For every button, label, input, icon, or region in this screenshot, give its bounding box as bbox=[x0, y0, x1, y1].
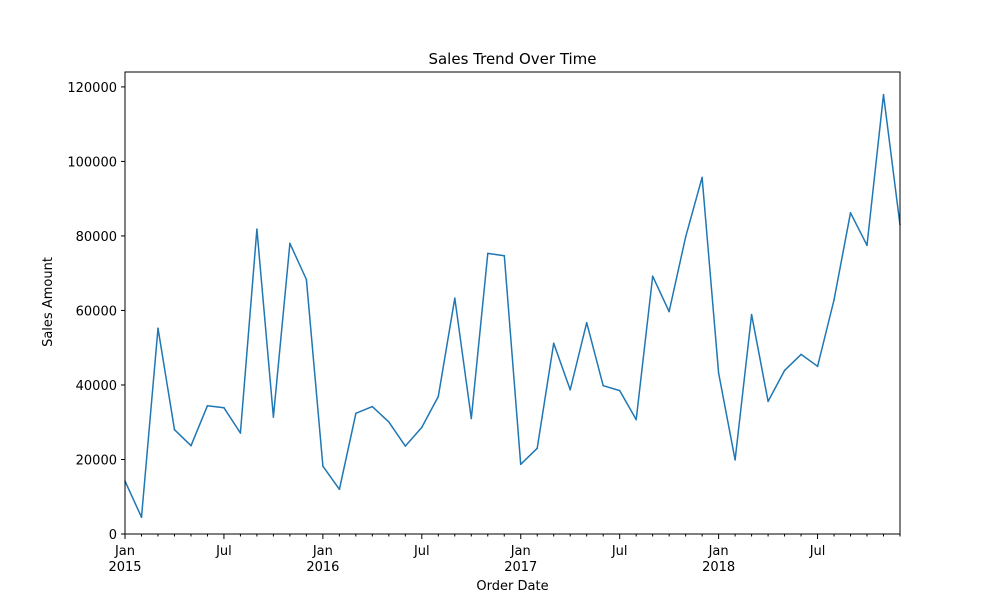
data-point bbox=[849, 212, 852, 214]
data-point bbox=[866, 244, 868, 247]
data-point bbox=[552, 342, 555, 345]
data-point bbox=[684, 236, 687, 238]
data-point bbox=[602, 384, 604, 387]
data-point bbox=[668, 310, 670, 313]
series-line bbox=[124, 93, 901, 518]
x-tick-label: Jul bbox=[809, 544, 826, 559]
x-tick-year-label: 2018 bbox=[702, 560, 735, 575]
data-point bbox=[272, 416, 275, 418]
data-point bbox=[338, 488, 341, 491]
data-point bbox=[421, 426, 423, 429]
x-tick-label: Jan bbox=[510, 544, 531, 559]
data-point bbox=[305, 278, 308, 281]
data-point bbox=[388, 421, 390, 423]
data-point bbox=[157, 327, 159, 330]
y-axis: 0 20000 40000 60000 80000 100000 120000 bbox=[67, 81, 125, 543]
data-point bbox=[783, 369, 786, 372]
data-point bbox=[173, 428, 176, 431]
y-tick-label: 100000 bbox=[67, 155, 117, 170]
data-point bbox=[585, 321, 588, 324]
x-tick-label: Jul bbox=[413, 544, 430, 559]
data-point bbox=[882, 93, 885, 96]
x-tick-label: Jul bbox=[215, 544, 232, 559]
x-axis-label: Order Date bbox=[476, 579, 548, 594]
data-point bbox=[536, 447, 539, 450]
x-tick-label: Jul bbox=[611, 544, 628, 559]
x-tick-label: Jan bbox=[708, 544, 729, 559]
plot-frame bbox=[124, 71, 901, 535]
x-tick-label: Jan bbox=[312, 544, 333, 559]
x-tick-year-label: 2015 bbox=[108, 560, 141, 575]
data-point bbox=[486, 252, 489, 255]
data-point bbox=[717, 372, 720, 374]
data-point bbox=[404, 445, 407, 447]
data-point bbox=[371, 405, 374, 408]
data-point bbox=[833, 299, 835, 301]
x-tick-year-label: 2017 bbox=[504, 560, 537, 575]
data-point bbox=[322, 465, 324, 467]
y-tick-label: 0 bbox=[109, 528, 117, 543]
data-point bbox=[355, 412, 357, 415]
chart-title: Sales Trend Over Time bbox=[428, 50, 596, 68]
data-point bbox=[140, 516, 143, 519]
data-point bbox=[289, 242, 291, 245]
data-point bbox=[618, 389, 621, 392]
data-point bbox=[453, 297, 456, 299]
data-point bbox=[519, 463, 522, 466]
y-tick-label: 80000 bbox=[76, 230, 117, 245]
data-point bbox=[190, 444, 192, 447]
series-layer bbox=[124, 93, 901, 519]
data-point bbox=[701, 176, 703, 179]
data-point bbox=[223, 406, 225, 409]
data-point bbox=[800, 353, 802, 356]
y-tick-label: 60000 bbox=[76, 304, 117, 319]
data-point bbox=[734, 459, 736, 461]
data-point bbox=[816, 365, 819, 368]
x-tick-year-label: 2016 bbox=[306, 560, 339, 575]
data-point bbox=[206, 405, 209, 407]
data-point bbox=[437, 395, 440, 398]
data-point bbox=[767, 400, 769, 403]
y-tick-label: 20000 bbox=[76, 453, 117, 468]
data-point bbox=[503, 254, 506, 257]
data-point bbox=[750, 313, 753, 316]
y-axis-label: Sales Amount bbox=[41, 257, 56, 347]
y-tick-label: 120000 bbox=[67, 81, 117, 96]
data-point bbox=[635, 418, 637, 421]
data-point bbox=[256, 228, 258, 231]
data-point bbox=[569, 389, 572, 391]
data-point bbox=[651, 275, 654, 277]
x-tick-label: Jan bbox=[114, 544, 135, 559]
y-tick-label: 40000 bbox=[76, 379, 117, 394]
data-point bbox=[470, 417, 473, 420]
data-point bbox=[239, 432, 242, 434]
